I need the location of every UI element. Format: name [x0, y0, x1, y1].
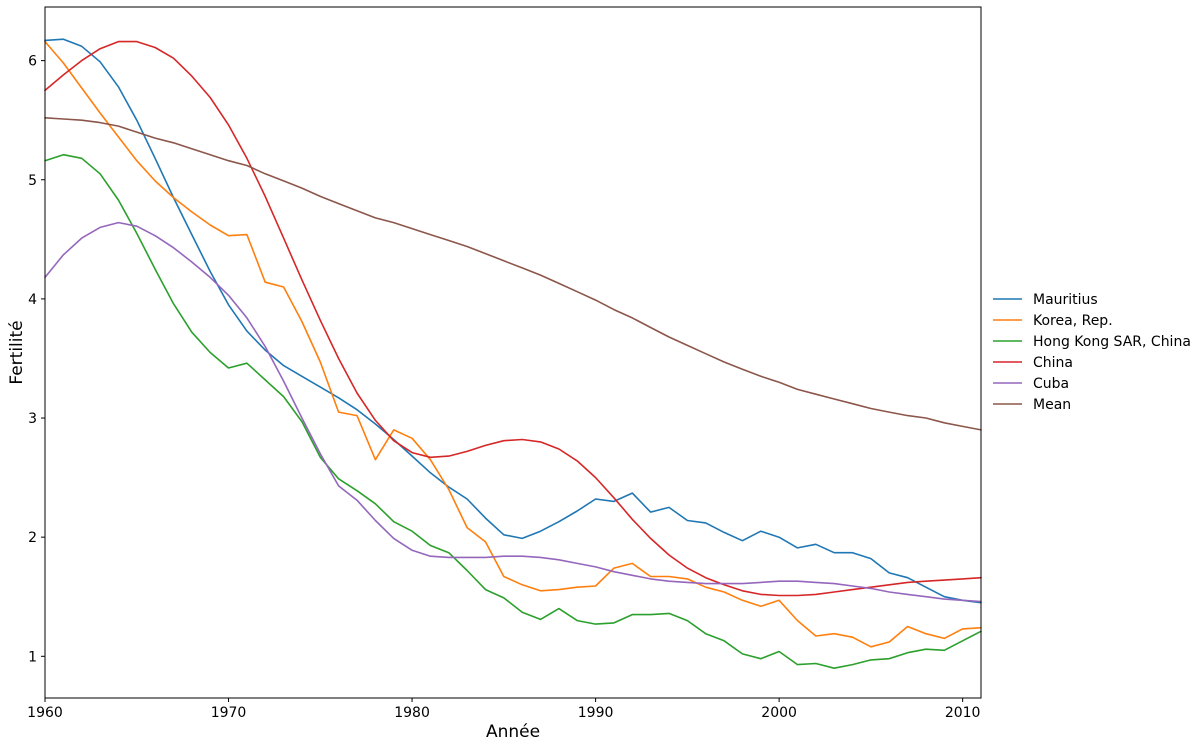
series-line-hong-kong-sar-china: [44, 153, 982, 670]
legend-label: Mean: [1033, 397, 1071, 413]
legend-item: Mauritius: [993, 292, 1098, 308]
series-line-mauritius: [44, 38, 982, 604]
y-axis-ticks: 1 2 3 4 5 6: [28, 54, 45, 665]
y-tick-label: 2: [28, 530, 37, 546]
y-axis-label: Fertilité: [7, 320, 27, 384]
legend-label: Mauritius: [1033, 292, 1098, 308]
x-tick-label: 1960: [27, 705, 63, 721]
legend-label: Cuba: [1033, 376, 1069, 392]
y-tick-label: 1: [28, 649, 37, 665]
series-line-korea-rep: [44, 40, 982, 648]
x-tick-label: 1990: [578, 705, 614, 721]
x-tick-label: 1970: [211, 705, 247, 721]
legend-label: Korea, Rep.: [1033, 313, 1113, 329]
legend-item: Cuba: [993, 376, 1069, 392]
y-tick-label: 4: [28, 292, 37, 308]
x-tick-label: 2010: [945, 705, 981, 721]
y-tick-label: 3: [28, 411, 37, 427]
legend-item: Korea, Rep.: [993, 313, 1113, 329]
legend-label: Hong Kong SAR, China: [1033, 334, 1191, 350]
plot-frame: [44, 6, 982, 699]
legend-item: China: [993, 355, 1073, 371]
x-axis-ticks: 1960 1970 1980 1990 2000 2010: [27, 698, 980, 721]
series-line-mean: [44, 117, 982, 431]
y-tick-label: 5: [28, 173, 37, 189]
legend-label: China: [1033, 355, 1073, 371]
legend-item: Mean: [993, 397, 1071, 413]
x-tick-label: 2000: [761, 705, 797, 721]
series-line-cuba: [44, 221, 982, 603]
x-tick-label: 1980: [394, 705, 430, 721]
series-line-china: [44, 40, 982, 597]
legend-item: Hong Kong SAR, China: [993, 334, 1191, 350]
series-layer: [44, 38, 982, 670]
x-axis-label: Année: [486, 722, 540, 742]
y-tick-label: 6: [28, 54, 37, 70]
legend: Mauritius Korea, Rep. Hong Kong SAR, China…: [993, 292, 1191, 413]
